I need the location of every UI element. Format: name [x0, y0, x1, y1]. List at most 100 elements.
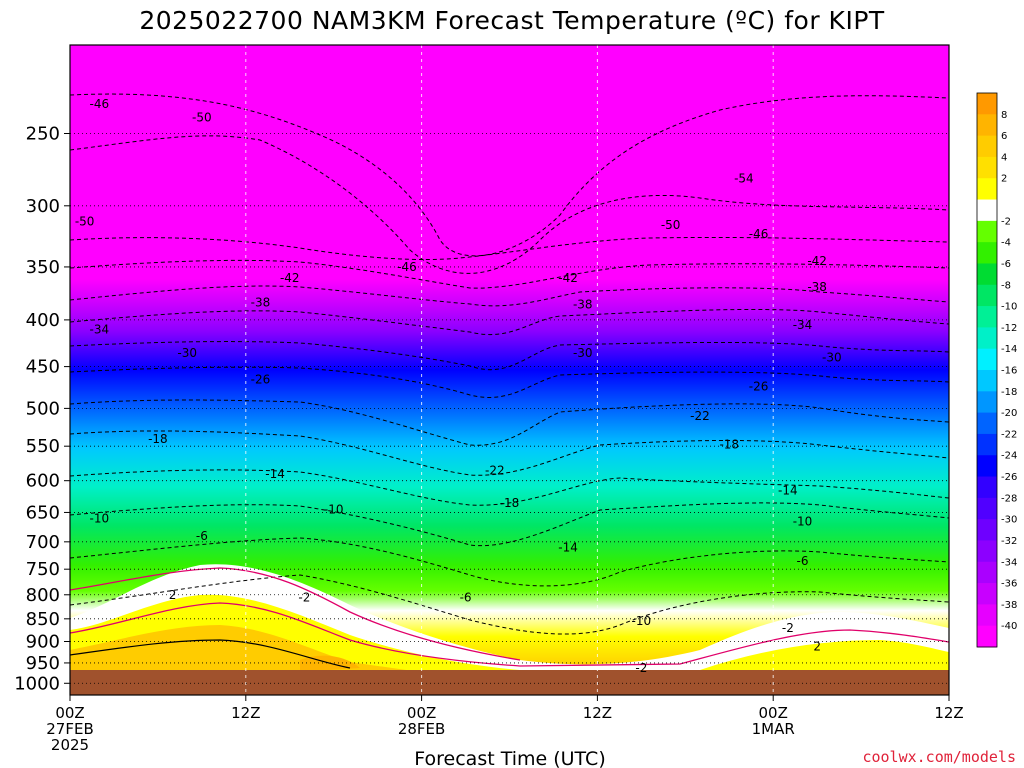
colorbar-swatch: [977, 156, 997, 179]
isotherm-label: -38: [573, 298, 593, 312]
colorbar-swatch: [977, 583, 997, 605]
isotherm-label: -18: [500, 496, 520, 510]
y-tick-label: 450: [26, 357, 60, 378]
colorbar-swatch: [977, 306, 997, 328]
temperature-field: -46 -50 -50 -46 -42 -38 -34 -30 -26 -18 -14 -10 -10 -…: [70, 45, 949, 695]
x-tick-label: 00Z: [407, 704, 436, 722]
colorbar-label: -2: [1001, 216, 1011, 227]
isotherm-label: -10: [793, 514, 813, 528]
isotherm-line: [70, 366, 949, 398]
colorbar-swatch: [977, 604, 997, 627]
isotherm-label: -54: [734, 171, 754, 185]
isotherm-label: -10: [632, 614, 652, 628]
y-tick-label: 600: [26, 471, 60, 492]
isotherm-label: -42: [280, 271, 300, 285]
isotherm-label: -38: [807, 280, 827, 294]
y-tick-label: 500: [26, 398, 60, 419]
x-tick-label: 2025: [51, 736, 89, 754]
isotherm-line: [70, 574, 949, 635]
colorbar-swatch: [977, 540, 997, 563]
isotherm-label: -14: [558, 540, 578, 554]
isotherm-label: -30: [573, 346, 593, 360]
isotherm-label: -6: [460, 590, 472, 604]
isotherm-label: -34: [89, 323, 109, 337]
colorbar-label: -16: [1001, 366, 1017, 377]
isotherm-label: -2: [782, 621, 794, 635]
isotherm-line: [70, 430, 949, 476]
x-tick-label: 27FEB: [46, 720, 93, 738]
temperature-bands: [70, 564, 949, 695]
y-tick-label: 950: [26, 653, 60, 674]
colorbar-label: 4: [1001, 152, 1007, 163]
x-tick-label: 12Z: [934, 704, 963, 722]
isotherm-label: -30: [177, 346, 197, 360]
credit-text: coolwx.com/models: [862, 748, 1016, 766]
colorbar-swatch: [977, 114, 997, 137]
isotherm-label: 2: [169, 588, 177, 602]
isotherm-line: [70, 259, 949, 289]
colorbar-swatch: [977, 284, 997, 307]
y-tick-label: 800: [26, 585, 60, 606]
isotherm-label: -50: [192, 110, 212, 124]
colorbar-swatch: [977, 263, 997, 286]
colorbar-label: -18: [1001, 387, 1017, 398]
colorbar-label: -20: [1001, 408, 1017, 419]
colorbar-label: -22: [1001, 429, 1017, 440]
grid-lines: [70, 45, 949, 695]
colorbar-swatch: [977, 497, 997, 520]
ground-surface: [70, 670, 949, 695]
colorbar-swatch: [977, 433, 997, 456]
colorbar-swatch: [977, 327, 997, 350]
isotherm-label: -46: [749, 227, 769, 241]
y-tick-label: 750: [26, 559, 60, 580]
colorbar-label: -38: [1001, 600, 1017, 611]
colorbar-swatch: [977, 519, 997, 541]
colorbar-swatch: [977, 220, 997, 243]
colorbar-label: -26: [1001, 472, 1017, 483]
colorbar-label: -14: [1001, 344, 1017, 355]
y-tick-label: 900: [26, 631, 60, 652]
isotherm-label: -42: [807, 254, 827, 268]
x-tick-label: 28FEB: [398, 720, 445, 738]
isotherm-line: [70, 502, 949, 547]
colorbar-label: -30: [1001, 515, 1017, 526]
isotherm-line-positive: [70, 639, 351, 669]
plot-frame: [69, 44, 950, 696]
y-tick-label: 850: [26, 609, 60, 630]
isotherm-label: -46: [397, 260, 417, 274]
isotherm-labels: -46 -50 -50 -46 -42 -38 -34 -30 -26 -18 -14 -10 -10 -…: [75, 97, 842, 675]
y-tick-label: 300: [26, 196, 60, 217]
isotherm-label: -34: [793, 318, 813, 332]
isotherm-label: -50: [661, 218, 681, 232]
freezing-line: [70, 567, 521, 661]
colorbar-label: -4: [1001, 238, 1011, 249]
x-axis-label: Forecast Time (UTC): [414, 748, 605, 768]
colorbar-swatch: [977, 625, 997, 648]
isotherm-line: [70, 469, 949, 506]
isotherm-label: 2: [813, 640, 821, 654]
colorbar-label: 6: [1001, 131, 1007, 142]
isotherm-label: -6: [196, 529, 208, 543]
colorbar-swatch: [977, 455, 997, 478]
y-tick-label: 650: [26, 502, 60, 523]
isotherm-label: -10: [324, 502, 344, 516]
isotherm-label: -42: [558, 271, 578, 285]
isotherm-label: -22: [485, 464, 505, 478]
colorbar-label: -28: [1001, 493, 1017, 504]
colorbar-label: -12: [1001, 323, 1017, 334]
colorbar: 8 6 4 2 -2 -4 -6 -8 -10 -12 -14 -16 -18 -20 -22 -24 -26 -…: [976, 92, 1017, 648]
colorbar-swatch: [977, 412, 997, 435]
y-tick-label: 700: [26, 532, 60, 553]
isotherm-line: [70, 135, 949, 274]
colorbar-swatch: [977, 199, 997, 222]
y-tick-label: 400: [26, 310, 60, 331]
colorbar-swatch: [977, 178, 997, 201]
colorbar-label: -36: [1001, 579, 1017, 590]
x-tick-label: 12Z: [231, 704, 260, 722]
isotherm-label: -26: [251, 373, 271, 387]
colorbar-swatch: [977, 561, 997, 584]
colorbar-label: 2: [1001, 174, 1007, 185]
x-tick-label: 00Z: [759, 704, 788, 722]
